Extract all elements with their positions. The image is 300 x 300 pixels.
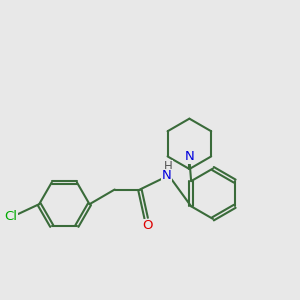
Text: N: N: [184, 150, 194, 163]
Text: O: O: [142, 219, 153, 232]
Text: Cl: Cl: [4, 210, 17, 223]
Text: H: H: [164, 160, 173, 173]
Text: N: N: [162, 169, 172, 182]
